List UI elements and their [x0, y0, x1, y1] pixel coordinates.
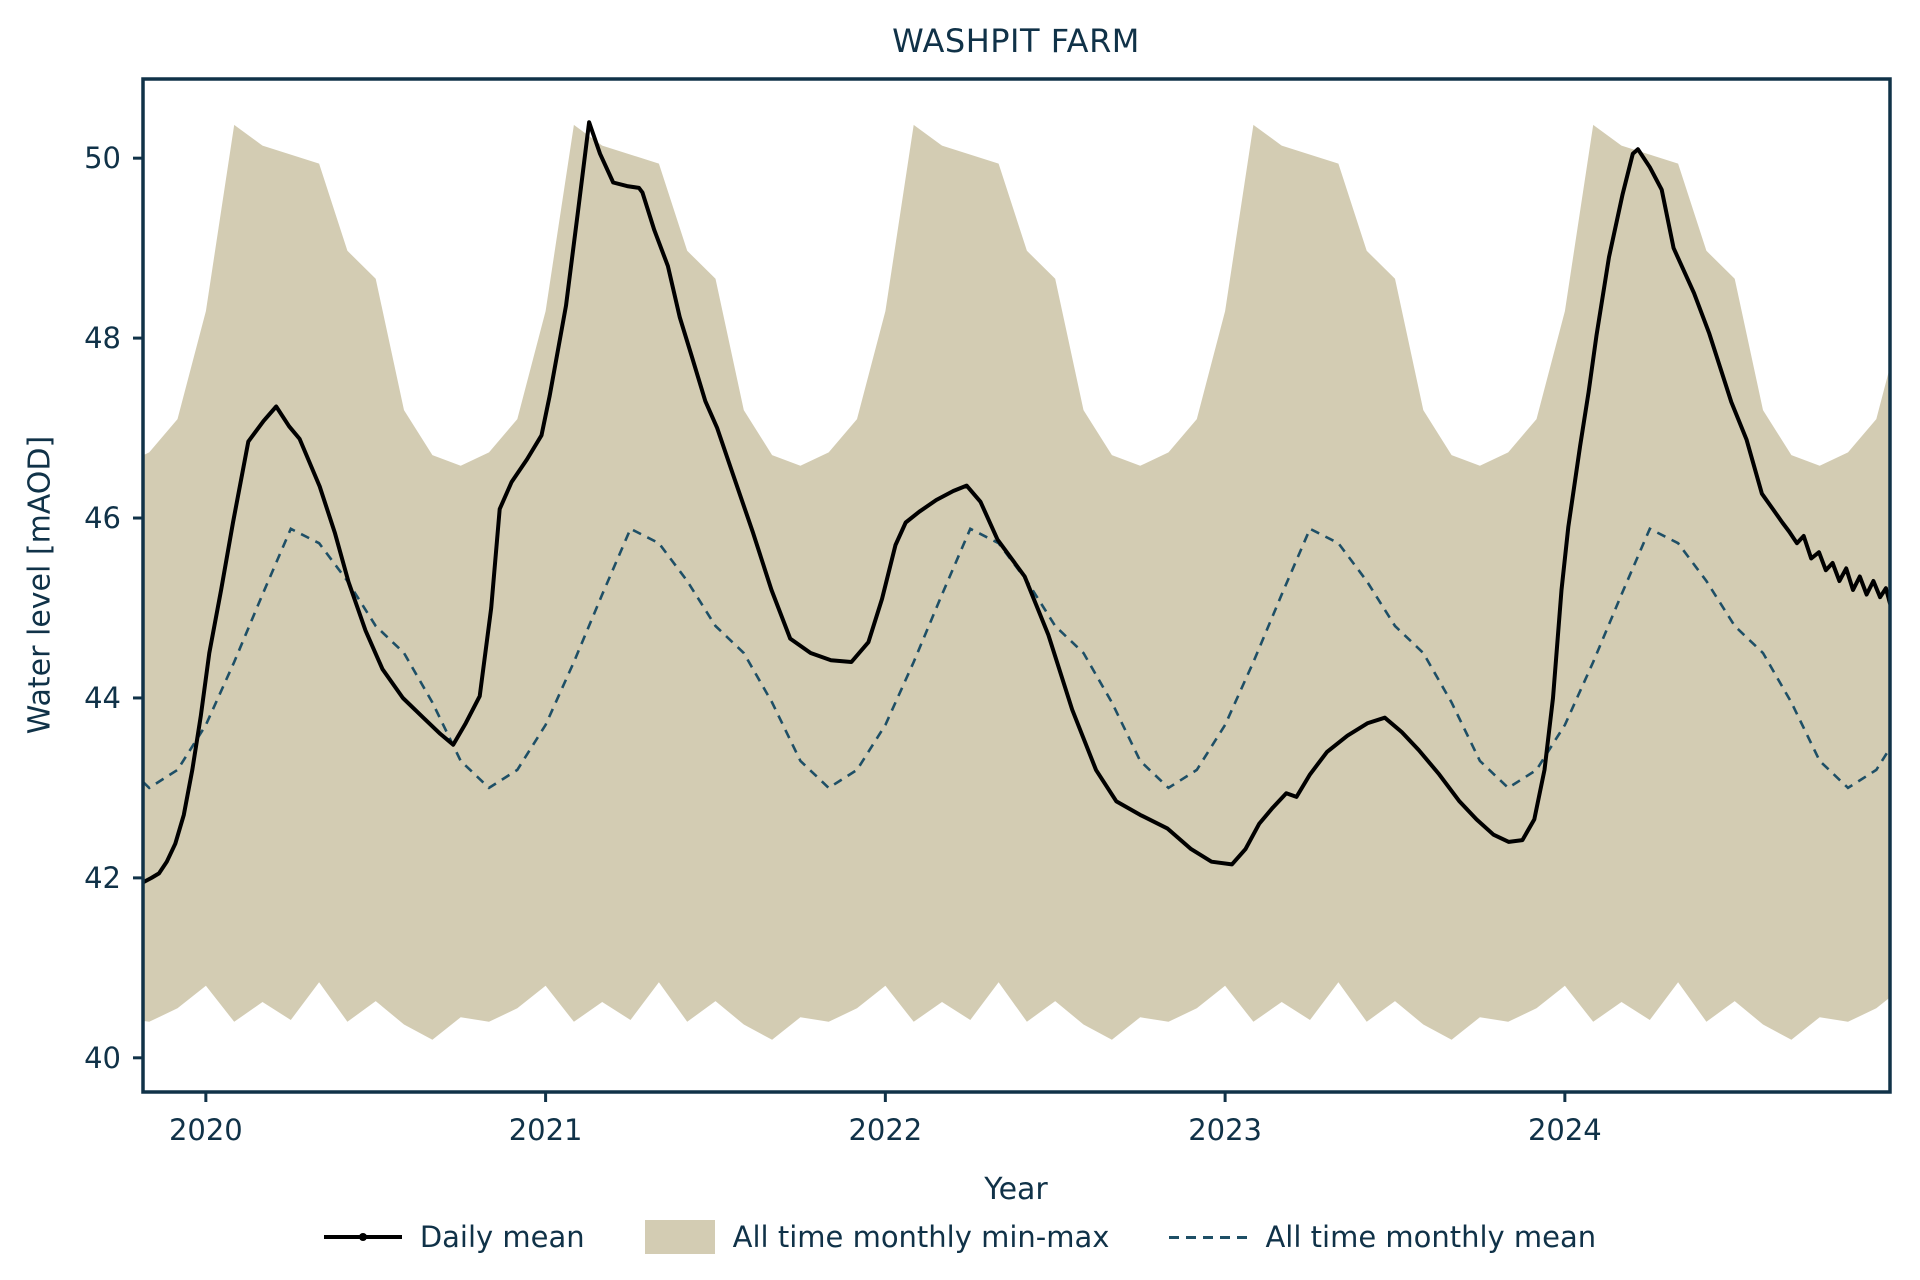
minmax-band-swatch [644, 1220, 715, 1254]
x-axis-label: Year [984, 1172, 1048, 1207]
daily-mean-line [143, 120, 1890, 885]
legend-item-minmax: All time monthly min-max [644, 1220, 1110, 1254]
y-tick-label: 44 [84, 681, 121, 715]
plot-border [141, 77, 1892, 1094]
y-tick-label: 50 [84, 141, 121, 175]
x-tick-label: 2023 [1188, 1113, 1262, 1147]
chart-title: WASHPIT FARM [892, 22, 1140, 60]
legend-item-daily-mean: Daily mean [323, 1220, 585, 1254]
minmax-band [143, 124, 1890, 1040]
legend-label-daily-mean: Daily mean [419, 1220, 585, 1254]
legend: Daily mean All time monthly min-max All … [0, 1220, 1920, 1254]
legend-item-monthly-mean: All time monthly mean [1169, 1220, 1596, 1254]
legend-label-monthly-mean: All time monthly mean [1265, 1220, 1597, 1254]
x-tick-label: 2024 [1528, 1113, 1602, 1147]
x-tick-label: 2020 [169, 1113, 243, 1147]
daily-mean-line-swatch [323, 1233, 402, 1241]
y-tick-label: 42 [84, 861, 121, 895]
y-tick-label: 40 [84, 1041, 121, 1075]
legend-label-minmax: All time monthly min-max [732, 1220, 1110, 1254]
y-tick-label: 46 [84, 501, 121, 535]
x-tick-label: 2021 [509, 1113, 583, 1147]
marker-dot [358, 1233, 367, 1241]
y-tick-label: 48 [84, 321, 121, 355]
x-tick-label: 2022 [848, 1113, 922, 1147]
monthly-mean-line-swatch [1169, 1235, 1248, 1239]
